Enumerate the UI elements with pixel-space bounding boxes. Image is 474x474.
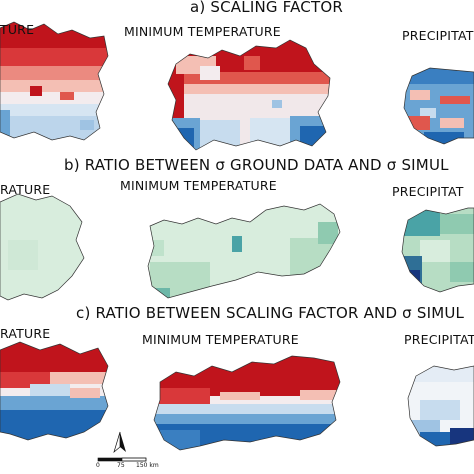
map-c-middle: [153, 355, 341, 451]
map-c-right: [407, 365, 474, 447]
scale-bar: [97, 457, 147, 462]
panel-b-title: b) RATIO BETWEEN σ GROUND DATA AND σ SIM…: [64, 156, 449, 174]
map-a-middle: [167, 39, 331, 151]
scale-tick-0: 0: [96, 462, 100, 469]
map-c-left: [0, 341, 109, 441]
map-a-left: [0, 21, 109, 141]
scale-tick-75: 75: [117, 462, 125, 469]
panel-a-left-label: TURE: [0, 22, 35, 37]
map-b-right: [401, 207, 474, 293]
panel-c-right-label: PRECIPITAT: [404, 332, 474, 347]
north-arrow-icon: [113, 431, 126, 454]
map-a-right: [403, 67, 474, 145]
panel-a-title: a) SCALING FACTOR: [190, 0, 343, 16]
map-b-middle: [147, 203, 341, 299]
panel-c-mid-label: MINIMUM TEMPERATURE: [142, 332, 299, 347]
panel-b-mid-label: MINIMUM TEMPERATURE: [120, 178, 277, 193]
map-b-left: [0, 193, 85, 301]
panel-c-title: c) RATIO BETWEEN SCALING FACTOR AND σ SI…: [76, 304, 465, 322]
panel-c-left-label: RATURE: [0, 326, 51, 341]
panel-a-mid-label: MINIMUM TEMPERATURE: [124, 24, 281, 39]
scale-tick-150: 150 km: [136, 462, 159, 469]
panel-b-right-label: PRECIPITAT: [392, 184, 464, 199]
panel-b-left-label: RATURE: [0, 182, 51, 197]
panel-a-right-label: PRECIPITAT: [402, 28, 474, 43]
